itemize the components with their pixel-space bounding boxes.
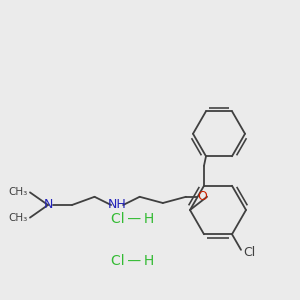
Text: Cl — H: Cl — H (111, 254, 154, 268)
Text: CH₃: CH₃ (9, 213, 28, 223)
Text: Cl: Cl (243, 246, 255, 259)
Text: Cl — H: Cl — H (111, 212, 154, 226)
Text: N: N (43, 199, 53, 212)
Text: NH: NH (108, 199, 127, 212)
Text: CH₃: CH₃ (9, 188, 28, 197)
Text: O: O (197, 190, 207, 203)
